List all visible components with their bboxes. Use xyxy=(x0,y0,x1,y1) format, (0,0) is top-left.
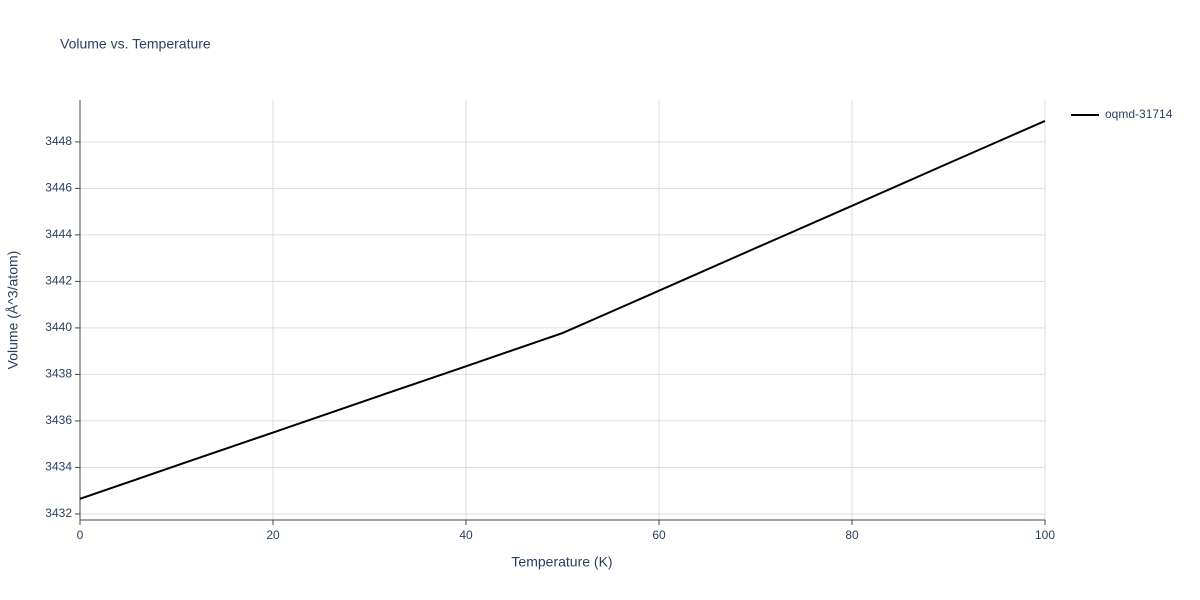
y-tick-label: 3438 xyxy=(45,367,72,381)
line-series xyxy=(79,120,1046,500)
y-tick-label: 3436 xyxy=(45,413,72,427)
chart-title: Volume vs. Temperature xyxy=(60,36,211,52)
y-tick-label: 3432 xyxy=(45,506,72,520)
y-tick-label: 3446 xyxy=(45,181,72,195)
x-tick-label: 0 xyxy=(77,528,84,542)
x-tick-label: 100 xyxy=(1035,528,1055,542)
y-tick-label: 3442 xyxy=(45,274,72,288)
y-tick-label: 3448 xyxy=(45,134,72,148)
y-axis-title: Volume (Å^3/atom) xyxy=(5,251,21,370)
y-tick-label: 3440 xyxy=(45,320,72,334)
x-tick-label: 80 xyxy=(845,528,859,542)
y-tick-label: 3444 xyxy=(45,227,72,241)
legend-label: oqmd-31714 xyxy=(1105,107,1173,121)
x-axis-title: Temperature (K) xyxy=(511,554,612,570)
y-tick-label: 3434 xyxy=(45,460,72,474)
x-tick-label: 40 xyxy=(459,528,473,542)
x-tick-label: 20 xyxy=(266,528,280,542)
x-tick-label: 60 xyxy=(652,528,666,542)
